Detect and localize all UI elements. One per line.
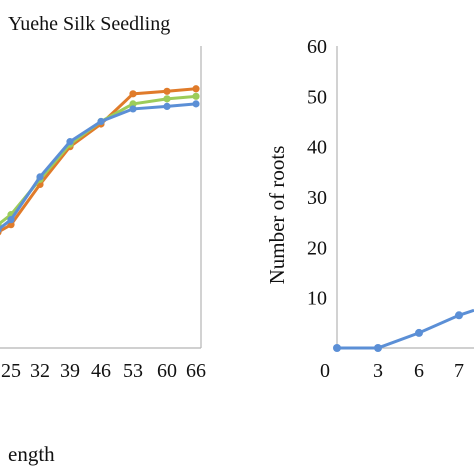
chart-left: Yuehe Silk Seedling 25 32 39 46 53 60 66 ength <box>0 13 206 466</box>
chart-right-y-ticks: 10 20 30 40 50 60 <box>307 36 327 310</box>
chart-right-y-tick-label: 60 <box>307 36 327 58</box>
chart-left-x-axis-label: ength <box>8 442 55 466</box>
chart-right-y-tick-label: 30 <box>307 187 327 209</box>
chart-right-data-point <box>333 344 341 352</box>
chart-right-x-tick-label: 6 <box>414 360 424 382</box>
chart-left-series-line <box>0 102 197 231</box>
chart-right-y-tick-label: 10 <box>307 288 327 310</box>
chart-left-data-point <box>163 95 171 103</box>
chart-right-series-line <box>337 308 474 350</box>
chart-right-data-point <box>455 311 463 320</box>
chart-left-data-point <box>0 226 2 233</box>
chart-left-series-line <box>0 94 197 226</box>
chart-right-y-axis-label: Number of roots <box>265 146 289 285</box>
chart-left-series-layer <box>0 85 200 236</box>
chart-left-x-tick-label: 53 <box>123 360 143 382</box>
chart-left-data-point <box>192 92 200 100</box>
chart-left-data-point <box>192 100 200 108</box>
chart-right-data-point <box>374 344 382 352</box>
chart-left-data-point <box>97 117 105 126</box>
chart-left-data-point <box>36 173 44 181</box>
chart-left-data-point <box>66 138 74 146</box>
chart-left-data-point <box>129 100 137 108</box>
chart-left-x-tick-label: 32 <box>30 360 50 382</box>
chart-right-data-point <box>415 328 423 337</box>
chart-left-title: Yuehe Silk Seedling <box>8 13 170 35</box>
chart-right-x-tick-label: 7 <box>454 360 464 382</box>
chart-left-data-point <box>163 87 171 95</box>
chart-right-series-layer <box>333 308 474 352</box>
chart-left-series-line <box>0 87 197 233</box>
chart-right: 10 20 30 40 50 60 0 3 6 7 Number of roots <box>265 36 474 382</box>
chart-left-x-tick-label: 60 <box>157 360 177 382</box>
chart-left-x-tick-label: 66 <box>186 360 206 382</box>
chart-left-data-point <box>129 105 137 113</box>
chart-left-x-ticks: 25 32 39 46 53 60 66 <box>1 360 206 382</box>
chart-right-x-tick-label: 0 <box>320 360 330 382</box>
chart-left-data-point <box>7 216 15 224</box>
chart-left-x-tick-label: 46 <box>91 360 111 382</box>
chart-left-data-point <box>163 102 171 110</box>
chart-left-x-tick-label: 25 <box>1 360 21 382</box>
chart-right-y-tick-label: 20 <box>307 237 327 259</box>
chart-left-data-point <box>129 90 137 98</box>
chart-left-x-tick-label: 39 <box>60 360 80 382</box>
chart-left-data-point <box>192 85 200 93</box>
chart-right-x-ticks: 0 3 6 7 <box>320 360 464 382</box>
chart-right-y-tick-label: 50 <box>307 86 327 108</box>
chart-right-x-tick-label: 3 <box>373 360 383 382</box>
chart-right-y-tick-label: 40 <box>307 137 327 159</box>
